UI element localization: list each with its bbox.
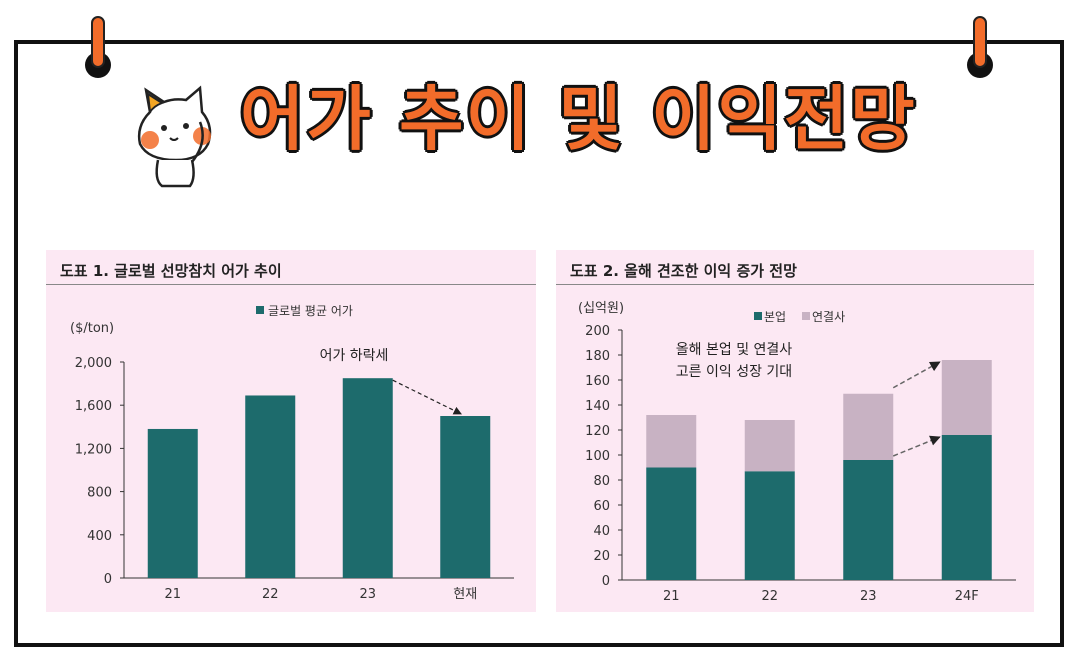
y-tick-label: 800 — [87, 486, 112, 501]
y-tick-label: 0 — [602, 574, 610, 589]
bar-sub-23 — [843, 393, 894, 460]
legend-label: 글로벌 평균 어가 — [268, 304, 353, 318]
bar-현재 — [440, 416, 491, 578]
trend-arrow — [392, 379, 463, 415]
y-tick-label: 80 — [593, 474, 610, 489]
x-tick-label: 21 — [663, 589, 680, 604]
x-tick-label: 23 — [860, 589, 877, 604]
x-tick-label: 22 — [761, 589, 778, 604]
bar-23 — [342, 378, 393, 578]
bar-sub-21 — [646, 415, 697, 468]
y-tick-label: 140 — [585, 399, 610, 414]
page-title: 어가 추이 및 이익전망 — [240, 78, 917, 160]
y-tick-label: 120 — [585, 424, 610, 439]
pin-left-icon — [85, 16, 111, 78]
x-tick-label: 22 — [262, 587, 279, 602]
y-tick-label: 180 — [585, 349, 610, 364]
y-tick-label: 60 — [593, 499, 610, 514]
y-tick-label: 200 — [585, 324, 610, 339]
y-tick-label: 100 — [585, 449, 610, 464]
y-tick-label: 2,000 — [75, 356, 112, 371]
y-tick-label: 20 — [593, 549, 610, 564]
bar-22 — [245, 395, 296, 578]
growth-arrow-main — [892, 435, 941, 457]
chart-2-svg: 0 20 40 60 80 100 120 140 160 180 200 (십억원) 본업 연결사올해 … — [578, 301, 1016, 604]
x-tick-label: 24F — [955, 589, 979, 604]
y-axis-unit: ($/ton) — [70, 321, 114, 336]
growth-arrow-sub — [892, 361, 941, 389]
chart-2-annotation-line-1: 올해 본업 및 연결사 — [676, 342, 793, 358]
bar-main-24F — [941, 435, 992, 580]
bar-main-23 — [843, 460, 894, 580]
y-tick-label: 1,200 — [75, 442, 112, 457]
chart-2-title: 도표 2. 올해 견조한 이익 증가 전망 — [570, 262, 797, 280]
chart-1-svg: 0 400 800 1,200 1,600 2,000 ($/ton) 글로벌 평균 어가 21… — [70, 304, 514, 602]
legend-label-main: 본업 — [764, 310, 786, 324]
chart-panel-2: 도표 2. 올해 견조한 이익 증가 전망 0 20 40 60 80 100 120 140… — [556, 250, 1034, 612]
chart-2-annotation-line-2: 고른 이익 성장 기대 — [676, 364, 792, 380]
chart-1-annotation: 어가 하락세 — [320, 348, 389, 364]
legend-swatch-main — [754, 312, 762, 320]
bar-sub-24F — [941, 360, 992, 435]
y-tick-label: 40 — [593, 524, 610, 539]
y-tick-label: 160 — [585, 374, 610, 389]
x-tick-label: 21 — [164, 587, 181, 602]
bar-main-22 — [744, 471, 795, 580]
x-tick-label: 현재 — [453, 587, 477, 602]
bar-21 — [147, 428, 198, 578]
y-tick-label: 0 — [104, 572, 112, 587]
legend-label-sub: 연결사 — [812, 310, 845, 324]
cat-mascot-icon — [137, 85, 212, 188]
chart-panel-1: 도표 1. 글로벌 선망참치 어가 추이 0 400 800 1,200 1,600 2,… — [46, 250, 536, 612]
legend-swatch-sub — [802, 312, 810, 320]
y-tick-label: 1,600 — [75, 399, 112, 414]
legend-swatch — [256, 306, 264, 314]
pin-right-icon — [967, 16, 993, 78]
y-tick-label: 400 — [87, 529, 112, 544]
y-axis-unit: (십억원) — [578, 301, 624, 316]
x-tick-label: 23 — [359, 587, 376, 602]
bar-sub-22 — [744, 420, 795, 472]
chart-1-title: 도표 1. 글로벌 선망참치 어가 추이 — [60, 262, 282, 280]
bar-main-21 — [646, 467, 697, 580]
